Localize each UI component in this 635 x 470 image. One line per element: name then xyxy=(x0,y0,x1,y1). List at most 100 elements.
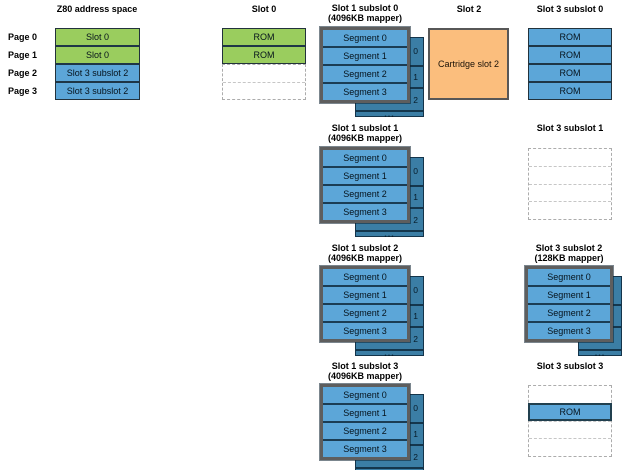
page-label-1: Page 1 xyxy=(8,50,38,60)
pool-index-label: 2 xyxy=(413,94,418,105)
slot1-subslot0-mapper: 0 1 2 ... Segment 0 Segment 1 Segment 2 … xyxy=(320,27,424,119)
segment-row: Segment 1 xyxy=(528,285,610,303)
pool-row: 0 xyxy=(356,277,423,304)
slot3-subslot1-empty-box xyxy=(528,148,612,220)
slot3-subslot2-mapper: ... Segment 0 Segment 1 Segment 2 Segmen… xyxy=(525,266,622,358)
empty-row xyxy=(529,438,611,456)
slot3-subslot3-rom-box: ROM xyxy=(528,403,612,421)
page-label-2: Page 2 xyxy=(8,68,38,78)
pool-row: 0 xyxy=(356,38,423,65)
slot3-subslot1-title: Slot 3 subslot 1 xyxy=(536,123,604,133)
pool-row: 0 xyxy=(356,158,423,185)
empty-row xyxy=(529,149,611,166)
slot1-subslot2-subtitle: (4096KB mapper) xyxy=(327,253,403,263)
pool-index-label: 2 xyxy=(413,214,418,225)
slot3-subslot0-rom-row-3: ROM xyxy=(529,81,611,99)
slot1-subslot2-mapper: 0 1 2 ... Segment 0 Segment 1 Segment 2 … xyxy=(320,266,424,358)
ellipsis-label: ... xyxy=(356,467,423,470)
slot1-subslot1-subtitle: (4096KB mapper) xyxy=(327,133,403,143)
slot1-subslot3-title: Slot 1 subslot 3 xyxy=(331,361,399,371)
mapper-front-box: Segment 0 Segment 1 Segment 2 Segment 3 xyxy=(320,27,410,103)
segment-row: Segment 1 xyxy=(323,285,407,303)
slot1-subslot1-mapper: 0 1 2 ... Segment 0 Segment 1 Segment 2 … xyxy=(320,147,424,239)
slot3-subslot0-rom-row-1: ROM xyxy=(529,45,611,63)
page-label-0: Page 0 xyxy=(8,32,38,42)
segment-row: Segment 3 xyxy=(323,82,407,100)
segment-row: Segment 2 xyxy=(323,184,407,202)
ellipsis-label: ... xyxy=(356,230,423,239)
pool-index-label: 2 xyxy=(413,451,418,462)
pool-index-label: 0 xyxy=(413,403,418,414)
pool-index-label: 0 xyxy=(413,285,418,296)
pool-index-label: 0 xyxy=(413,166,418,177)
cartridge-slot-2-box: Cartridge slot 2 xyxy=(428,28,509,100)
segment-row: Segment 2 xyxy=(323,64,407,82)
slot0-rom-row-0: ROM xyxy=(253,32,275,42)
cartridge-slot-2-label: Cartridge slot 2 xyxy=(437,59,500,69)
z80-page2-row: Slot 3 subslot 2 xyxy=(56,63,139,81)
slot1-subslot0-title: Slot 1 subslot 0 xyxy=(331,3,399,13)
pool-index-label: 1 xyxy=(413,310,418,321)
z80-page0-row: Slot 0 xyxy=(56,29,139,45)
pool-index-label: 1 xyxy=(413,428,418,439)
slot0-title: Slot 0 xyxy=(251,4,277,14)
segment-row: Segment 3 xyxy=(323,439,407,457)
pool-index-label: 2 xyxy=(413,333,418,344)
segment-row: Segment 0 xyxy=(343,272,387,282)
slot0-empty-row-1 xyxy=(223,81,305,100)
ellipsis-label: ... xyxy=(356,349,423,358)
segment-row: Segment 3 xyxy=(323,321,407,339)
slot1-subslot3-subtitle: (4096KB mapper) xyxy=(327,371,403,381)
page-label-3: Page 3 xyxy=(8,86,38,96)
slot3-subslot2-title: Slot 3 subslot 2 xyxy=(535,243,603,253)
pool-index-label: 1 xyxy=(413,71,418,82)
slot1-subslot1-title: Slot 1 subslot 1 xyxy=(331,123,399,133)
segment-row: Segment 2 xyxy=(323,421,407,439)
pool-index-label: 0 xyxy=(413,46,418,57)
slot3-subslot0-rom-row-2: ROM xyxy=(529,63,611,81)
z80-address-space-box: Slot 0 Slot 0 Slot 3 subslot 2 Slot 3 su… xyxy=(55,28,140,100)
segment-row: Segment 2 xyxy=(323,303,407,321)
slot3-subslot0-rom-box: ROM ROM ROM ROM xyxy=(528,28,612,100)
segment-row: Segment 3 xyxy=(528,321,610,339)
slot3-subslot0-rom-row-0: ROM xyxy=(559,32,581,42)
segment-row: Segment 2 xyxy=(528,303,610,321)
ellipsis-label: ... xyxy=(579,349,621,358)
empty-row xyxy=(529,165,611,184)
pool-row: 0 xyxy=(356,395,423,422)
segment-row: Segment 1 xyxy=(323,166,407,184)
segment-row: Segment 0 xyxy=(343,33,387,43)
slot3-subslot2-subtitle: (128KB mapper) xyxy=(534,253,604,263)
slot3-subslot3-empty-box xyxy=(528,385,612,457)
z80-page1-row: Slot 0 xyxy=(56,45,139,63)
z80-address-space-title: Z80 address space xyxy=(56,4,138,14)
segment-row: Segment 3 xyxy=(323,202,407,220)
slot3-subslot0-title: Slot 3 subslot 0 xyxy=(536,4,604,14)
segment-row: Segment 0 xyxy=(343,390,387,400)
slot1-subslot0-subtitle: (4096KB mapper) xyxy=(327,13,403,23)
slot0-rom-row-1: ROM xyxy=(223,45,305,63)
segment-row: Segment 1 xyxy=(323,46,407,64)
empty-row xyxy=(529,183,611,202)
segment-row: Segment 1 xyxy=(323,403,407,421)
slot0-empty-box xyxy=(222,64,306,100)
mapper-front-box: Segment 0 Segment 1 Segment 2 Segment 3 xyxy=(320,147,410,223)
slot1-subslot2-title: Slot 1 subslot 2 xyxy=(331,243,399,253)
mapper-front-box: Segment 0 Segment 1 Segment 2 Segment 3 xyxy=(525,266,613,342)
slot0-empty-row-0 xyxy=(223,65,305,82)
empty-row xyxy=(529,201,611,219)
segment-row: Segment 0 xyxy=(343,153,387,163)
empty-row xyxy=(529,386,611,403)
mapper-front-box: Segment 0 Segment 1 Segment 2 Segment 3 xyxy=(320,384,410,460)
mapper-front-box: Segment 0 Segment 1 Segment 2 Segment 3 xyxy=(320,266,410,342)
slot0-rom-box: ROM ROM xyxy=(222,28,306,64)
pool-index-label: 1 xyxy=(413,191,418,202)
slot3-subslot3-title: Slot 3 subslot 3 xyxy=(536,361,604,371)
z80-page3-row: Slot 3 subslot 2 xyxy=(56,81,139,99)
segment-row: Segment 0 xyxy=(547,272,591,282)
slot2-title: Slot 2 xyxy=(456,4,482,14)
slot1-subslot3-mapper: 0 1 2 ... Segment 0 Segment 1 Segment 2 … xyxy=(320,384,424,470)
empty-row xyxy=(529,420,611,439)
slot3-subslot3-rom-label: ROM xyxy=(559,407,581,417)
